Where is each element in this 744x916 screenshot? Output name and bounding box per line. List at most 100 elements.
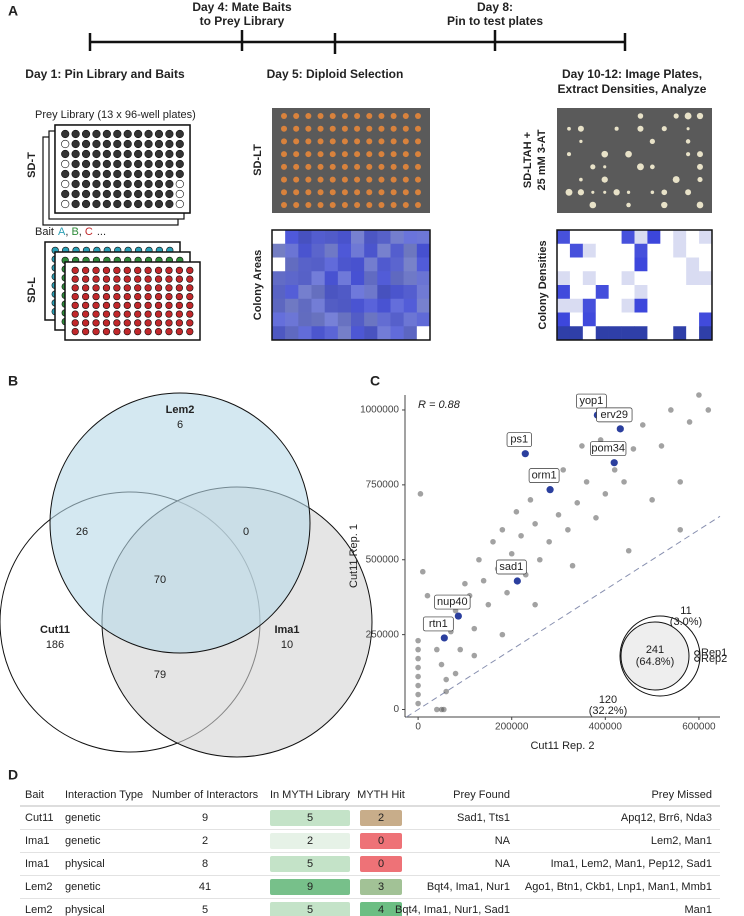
colony: [579, 139, 583, 144]
heat-cell: [298, 243, 312, 258]
table-cell: 4: [378, 904, 384, 916]
well: [92, 319, 100, 327]
heat-cell: [272, 285, 286, 300]
colony: [341, 125, 348, 132]
heat-cell: [403, 285, 418, 300]
label-box: [528, 468, 560, 484]
identity-line: [406, 515, 721, 718]
well: [102, 327, 111, 336]
hit-pill: [360, 902, 402, 916]
label-box: [576, 393, 607, 409]
set-count: 186: [46, 639, 64, 651]
heat-cell: [364, 285, 378, 300]
well: [134, 284, 142, 292]
heat-cell: [608, 230, 622, 245]
colony: [613, 189, 620, 196]
colony: [281, 138, 287, 145]
heat-cell: [285, 230, 299, 245]
colony: [649, 138, 655, 145]
heat-cell: [390, 243, 404, 258]
heat-cell: [608, 298, 622, 313]
point: [457, 646, 464, 653]
point: [677, 479, 684, 485]
well: [154, 319, 163, 327]
column-header: Number of Interactors: [152, 789, 259, 801]
colony: [317, 189, 324, 196]
table-cell: Ago1, Btn1, Ckb1, Lnp1, Man1, Mmb1: [525, 881, 712, 893]
heat-cell: [582, 312, 597, 327]
annotation: R = 0.88: [418, 399, 461, 411]
colony: [366, 125, 373, 132]
table-cell: 5: [307, 812, 313, 824]
point-label: ps1: [510, 434, 528, 446]
heat-cell: [647, 312, 661, 327]
heat-cell: [673, 271, 687, 286]
well: [92, 284, 100, 292]
heat-cell: [569, 243, 584, 258]
colony: [685, 189, 692, 196]
heat-cell: [647, 285, 661, 300]
table-cell: physical: [65, 858, 105, 870]
point: [705, 407, 712, 413]
point: [424, 592, 431, 599]
heat-cell: [673, 326, 687, 341]
point: [621, 479, 627, 485]
media-label: SD-LT: [252, 144, 264, 176]
well: [82, 310, 90, 318]
colony: [354, 125, 361, 132]
colony: [354, 163, 361, 170]
table-cell: Bqt4, Ima1, Nur1, Sad1: [395, 904, 510, 916]
well: [134, 199, 143, 209]
heat-cell: [660, 257, 674, 272]
well: [92, 139, 101, 149]
point: [527, 497, 534, 503]
heat-cell: [673, 230, 687, 245]
heat-cell: [337, 326, 352, 341]
colony: [341, 202, 348, 208]
table-cell: 3: [378, 881, 384, 893]
heat-cell: [416, 298, 431, 313]
point: [546, 538, 552, 545]
well: [71, 179, 80, 189]
colony: [378, 202, 385, 208]
well: [71, 301, 79, 309]
heat-cell: [364, 230, 378, 245]
point: [597, 437, 604, 443]
heat-cell: [647, 257, 661, 272]
colony: [305, 189, 312, 196]
heat-cell: [324, 230, 339, 245]
panel-label: C: [370, 373, 380, 389]
heat-cell: [647, 243, 661, 258]
colony: [603, 165, 607, 169]
well: [165, 129, 174, 139]
well: [92, 159, 101, 169]
heat-cell: [324, 243, 339, 258]
well: [113, 275, 121, 283]
timeline-label: to Prey Library: [200, 14, 285, 28]
well: [92, 199, 101, 209]
heat-cell: [377, 326, 391, 341]
well: [102, 319, 111, 327]
bait-text: ...: [97, 226, 106, 238]
heat-cell: [324, 257, 339, 272]
heat-cell: [337, 230, 352, 245]
well: [123, 189, 132, 199]
colony: [281, 202, 287, 208]
table-cell: 2: [378, 812, 384, 824]
well: [113, 189, 122, 199]
colony: [697, 163, 703, 170]
well: [82, 319, 90, 327]
colony: [625, 150, 632, 158]
colony: [354, 151, 361, 158]
well: [175, 301, 184, 309]
plate-photo: [272, 108, 430, 213]
colony: [402, 151, 409, 158]
colony: [415, 138, 421, 145]
well: [175, 199, 184, 209]
heat-cell: [298, 312, 312, 327]
colony: [614, 126, 619, 131]
colony: [661, 201, 668, 209]
well: [82, 275, 90, 283]
well: [186, 266, 194, 274]
plate: [64, 261, 201, 341]
